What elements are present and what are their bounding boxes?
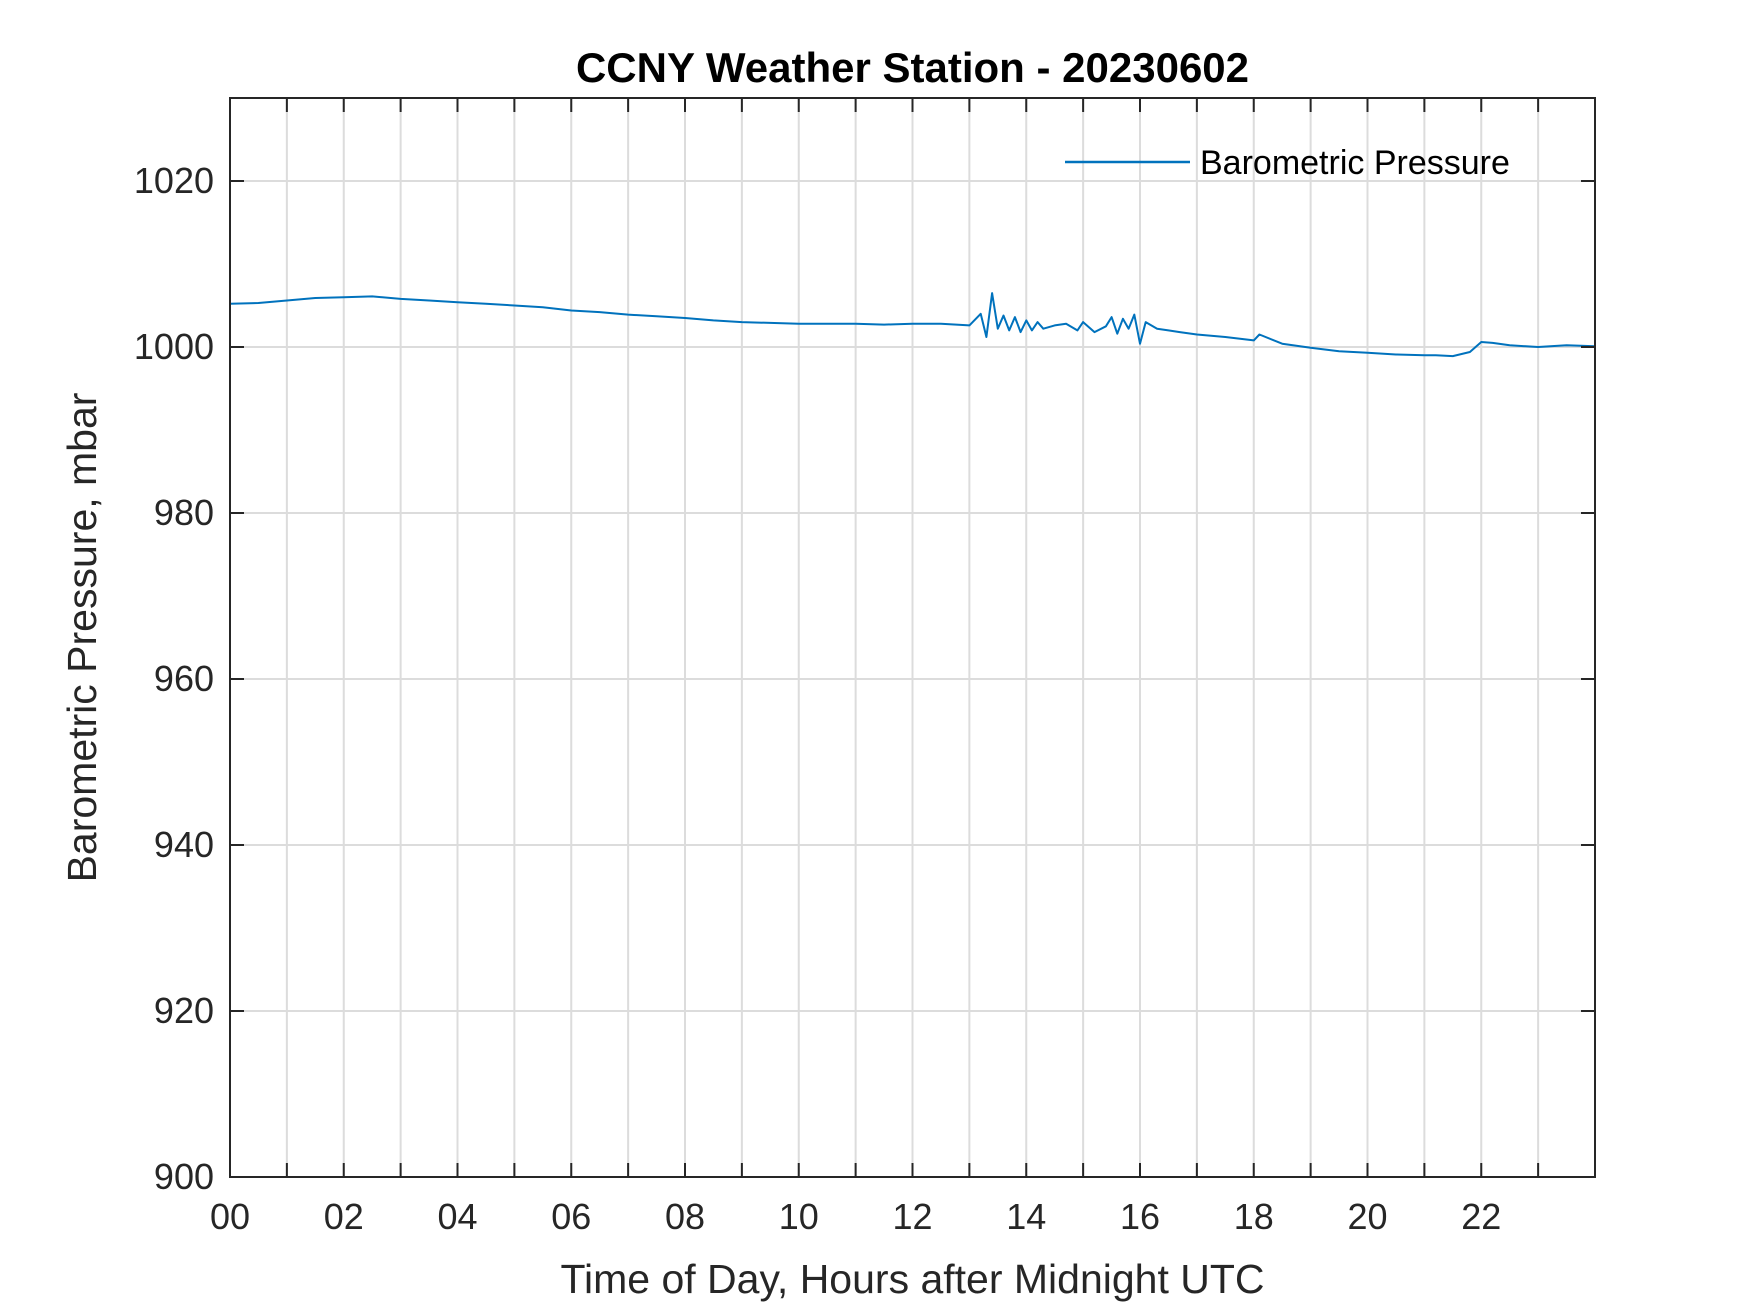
y-tick-label: 920 xyxy=(154,990,214,1031)
x-tick-label: 00 xyxy=(210,1196,250,1237)
y-tick-label: 1000 xyxy=(134,326,214,367)
x-tick-label: 18 xyxy=(1234,1196,1274,1237)
plot-lines xyxy=(229,292,1596,358)
chart-title: CCNY Weather Station - 20230602 xyxy=(576,44,1249,91)
grid xyxy=(230,98,1595,1177)
x-tick-label: 06 xyxy=(551,1196,591,1237)
x-tick-label: 10 xyxy=(779,1196,819,1237)
x-tick-label: 22 xyxy=(1461,1196,1501,1237)
y-tick-label: 980 xyxy=(154,492,214,533)
series-line xyxy=(229,292,1596,358)
x-tick-label: 02 xyxy=(324,1196,364,1237)
y-axis-label: Barometric Pressure, mbar xyxy=(59,393,105,883)
ticks: 00 02 04 06 08 10 12 14 16 18 20 22 900 920 940 960 980 1… xyxy=(134,98,1596,1237)
y-tick-label: 940 xyxy=(154,824,214,865)
x-tick-label: 12 xyxy=(892,1196,932,1237)
x-tick-label: 16 xyxy=(1120,1196,1160,1237)
x-tick-label: 14 xyxy=(1006,1196,1046,1237)
legend-label: Barometric Pressure xyxy=(1200,144,1510,182)
y-tick-label: 1020 xyxy=(134,160,214,201)
x-axis-label: Time of Day, Hours after Midnight UTC xyxy=(560,1256,1264,1302)
x-tick-label: 08 xyxy=(665,1196,705,1237)
x-tick-label: 20 xyxy=(1347,1196,1387,1237)
legend: Barometric Pressure xyxy=(1065,144,1510,182)
y-tick-label: 900 xyxy=(154,1156,214,1197)
x-tick-label: 04 xyxy=(437,1196,477,1237)
y-tick-label: 960 xyxy=(154,658,214,699)
